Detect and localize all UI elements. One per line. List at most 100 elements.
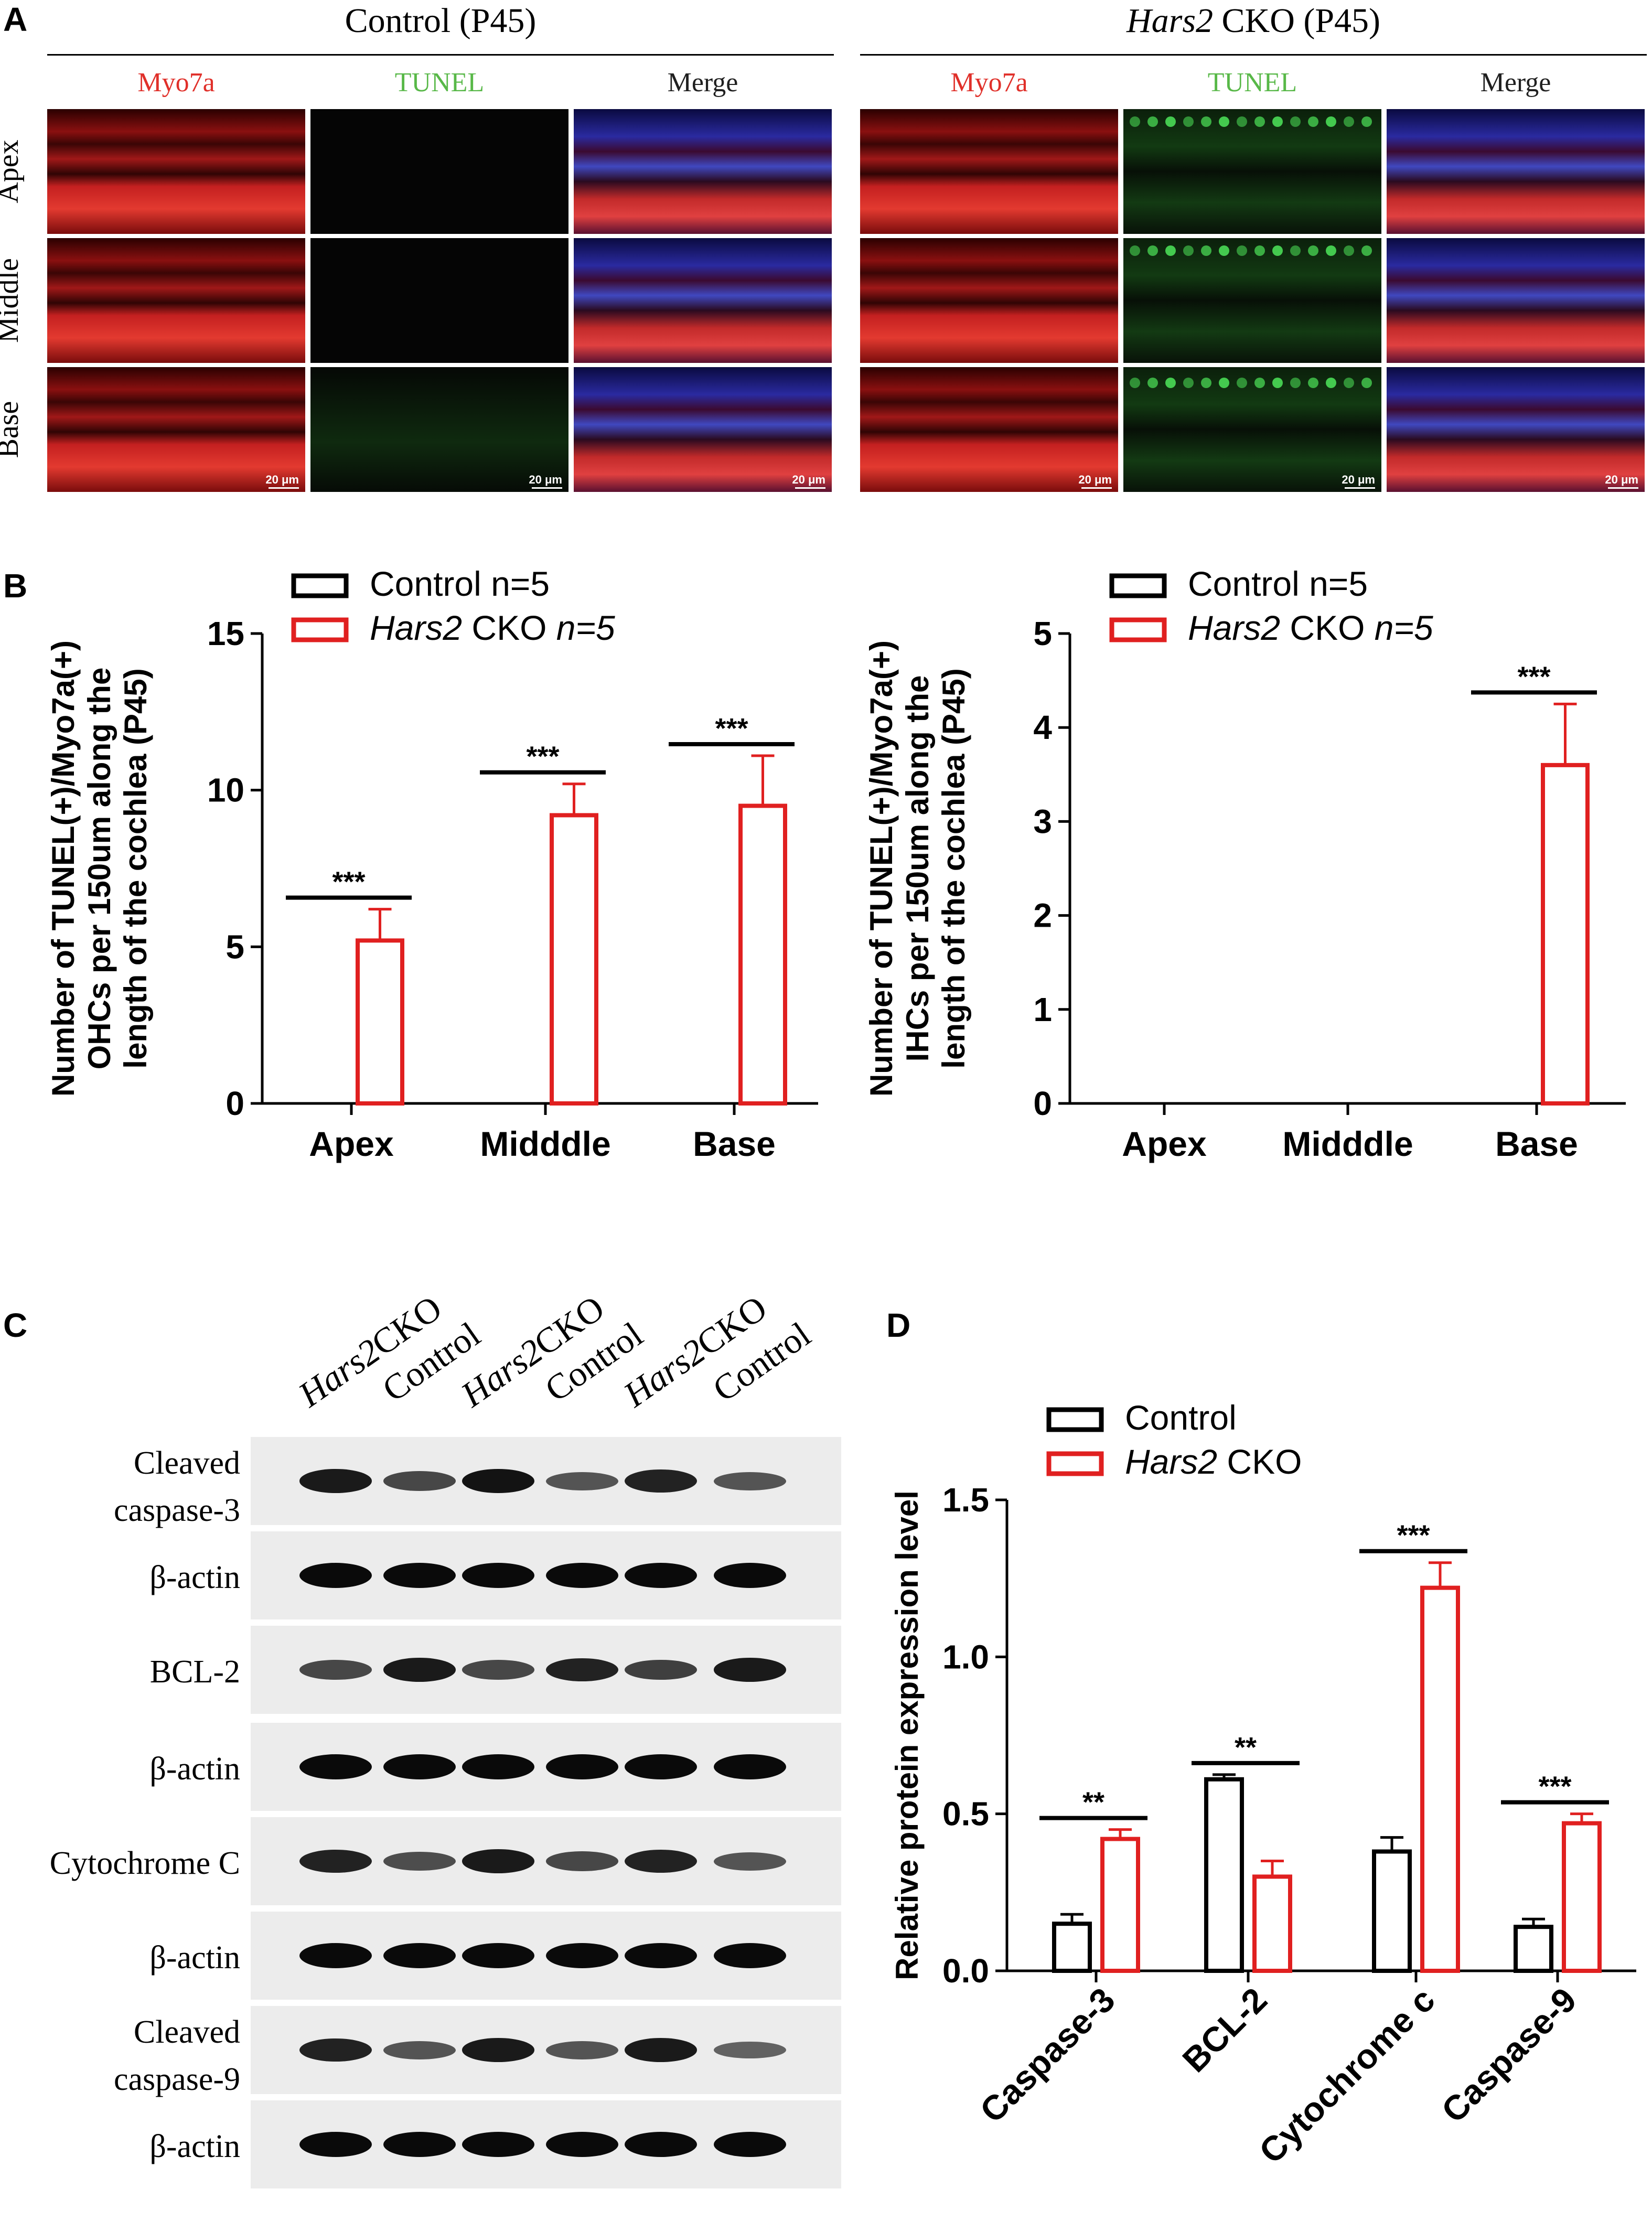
protein-band [714,1563,786,1588]
protein-band [383,1943,456,1968]
legend-label: Control n=5 [1188,564,1368,603]
y-axis-label: OHCs per 150um along the [82,668,117,1070]
bar-hars2-base [1541,763,1590,1106]
tunel-positive-nucleus [1183,378,1194,388]
blot-strip [251,1531,841,1619]
protein-band [546,1943,618,1968]
protein-band [625,1754,697,1779]
column-header-myo7a: Myo7a [137,68,215,98]
protein-band [299,1469,372,1493]
protein-band [462,2038,534,2062]
micrograph-control-tunel-apex [310,109,568,234]
protein-band [383,1471,456,1491]
protein-band [383,2041,456,2059]
scale-bar-label: 20 μm [792,473,825,486]
category-label: BCL-2 [1175,1980,1274,2080]
tunel-positive-nucleus [1219,116,1229,127]
ohc-tunel-chart: 0 5 10 15 Number of TUNEL(+)/Myo7a(+) OHCs pe… [46,564,818,1163]
y-tick-label: 0.5 [942,1795,989,1833]
protein-band [462,1849,534,1873]
scale-bar [269,487,299,489]
scale-bar [1081,487,1112,489]
category-label: Base [693,1124,776,1163]
protein-band [299,1754,372,1779]
protein-band [462,1468,534,1494]
blot-label-line1: β-actin [149,1560,240,1595]
bar-hars2-caspase-3 [1100,1837,1140,1973]
blot-label-line1: β-actin [149,1751,240,1787]
significance-label: *** [1517,661,1550,692]
tunel-positive-nucleus [1361,245,1372,256]
tunel-positive-nucleus [1290,245,1301,256]
category-label: Caspase-3 [972,1980,1122,2130]
panel-label-c: C [3,1306,28,1344]
tunel-positive-nucleus [1147,116,1158,127]
y-tick-label: 2 [1033,897,1052,935]
tunel-positive-nucleus [1130,245,1140,256]
blot-label-line1: BCL-2 [149,1654,240,1690]
tunel-positive-nucleus [1272,378,1283,388]
blot-label: Cleaved caspase-9 [0,2009,240,2104]
legend-label: Hars2 CKO [1125,1442,1302,1481]
significance-label: *** [715,713,748,744]
blot-strip [251,1817,841,1905]
tunel-positive-nucleus [1201,378,1211,388]
bar-hars2-base [738,803,787,1106]
tunel-positive-nucleus [1183,245,1194,256]
protein-band [462,1754,534,1779]
y-tick-label: 15 [207,615,244,652]
column-header-myo7a: Myo7a [950,68,1028,98]
protein-band [625,1943,697,1968]
tunel-positive-nucleus [1361,378,1372,388]
legend-label: Control n=5 [370,564,550,603]
protein-band [383,1658,456,1682]
tunel-positive-nucleus [1308,378,1318,388]
scale-bar-label: 20 μm [1342,473,1375,486]
tunel-positive-nucleus [1237,378,1247,388]
tunel-positive-nucleus [1165,378,1176,388]
protein-band [383,1563,456,1588]
tunel-positive-nucleus [1290,116,1301,127]
micrograph-hars2-myo7a-middle [860,238,1118,363]
tunel-positive-nucleus [1219,245,1229,256]
protein-band [299,2132,372,2157]
column-header-merge: Merge [667,68,738,98]
micrograph-control-tunel-base: 20 μm [310,367,568,492]
scale-bar [795,487,825,489]
micrograph-control-myo7a-apex [47,109,305,234]
protein-band [714,2041,786,2059]
protein-band [546,1851,618,1871]
row-label-apex: Apex [0,140,25,203]
blot-label: β-actin [0,1746,240,1793]
tunel-positive-nucleus [1219,378,1229,388]
protein-band [546,1754,618,1779]
bar-control-caspase-3 [1052,1922,1092,1973]
ihc-tunel-chart: 0 1 2 3 4 5 Number of TUNEL(+)/Myo7a(+) IHCs pe… [864,564,1626,1163]
y-tick-label: 3 [1033,802,1052,840]
tunel-positive-nucleus [1165,116,1176,127]
blot-strip [251,2006,841,2094]
tunel-positive-nucleus [1130,116,1140,127]
protein-band [546,1563,618,1588]
protein-band [546,2132,618,2157]
protein-band [714,1852,786,1871]
tunel-positive-nucleus [1237,116,1247,127]
blot-label-line1: β-actin [149,2129,240,2164]
category-label: Cytochrome c [1251,1980,1442,2171]
tunel-positive-nucleus [1290,378,1301,388]
y-tick-label: 1.5 [942,1481,989,1519]
tunel-positive-nucleus [1201,116,1211,127]
blot-label: β-actin [0,1935,240,1982]
micrograph-hars2-myo7a-base: 20 μm [860,367,1118,492]
micrograph-hars2-merge-base: 20 μm [1387,367,1645,492]
y-tick-label: 0.0 [942,1952,989,1990]
tunel-positive-nucleus [1130,378,1140,388]
micrograph-control-merge-apex [574,109,832,234]
blot-label-line1: Cytochrome C [49,1845,240,1881]
y-tick-label: 1 [1033,991,1052,1028]
protein-band [546,2041,618,2059]
micrograph-control-merge-middle [574,238,832,363]
tunel-positive-nucleus [1254,245,1265,256]
row-label-base: Base [0,401,25,458]
blot-strip [251,2100,841,2188]
